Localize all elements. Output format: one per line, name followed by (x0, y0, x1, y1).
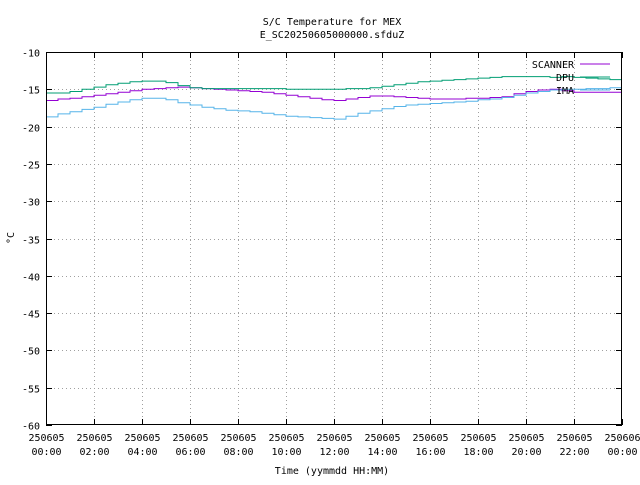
y-tick-label: -30 (22, 198, 40, 209)
y-tick-label: -20 (22, 124, 40, 135)
x-tick-label-date: 250605 (124, 433, 160, 444)
series-line-dpu (46, 76, 622, 94)
legend-label-dpu: DPU (556, 73, 574, 84)
x-tick-label-date: 250605 (172, 433, 208, 444)
x-axis-label: Time (yymmdd HH:MM) (275, 466, 389, 477)
y-tick-label: -25 (22, 161, 40, 172)
y-tick-label: -10 (22, 49, 40, 60)
chart-subtitle: E_SC20250605000000.sfduZ (260, 30, 405, 41)
y-tick-label: -50 (22, 347, 40, 358)
x-tick-label-date: 250605 (364, 433, 400, 444)
x-tick-label-time: 12:00 (319, 447, 349, 458)
x-tick-label-time: 00:00 (607, 447, 637, 458)
x-tick-label-date: 250605 (412, 433, 448, 444)
y-axis-label: °C (6, 232, 17, 244)
x-tick-label-time: 08:00 (223, 447, 253, 458)
x-tick-label-time: 18:00 (463, 447, 493, 458)
x-tick-label-date: 250605 (316, 433, 352, 444)
x-tick-label-date: 250605 (508, 433, 544, 444)
legend: SCANNER DPU IMA (532, 60, 610, 97)
x-tick-label-time: 04:00 (127, 447, 157, 458)
y-tick-label: -40 (22, 273, 40, 284)
x-tick-label-date: 250605 (556, 433, 592, 444)
x-tick-label-time: 06:00 (175, 447, 205, 458)
y-tick-labels: -10 -15 -20 -25 -30 -35 -40 -45 -50 -55 -60 (22, 49, 40, 433)
y-tick-label: -15 (22, 86, 40, 97)
legend-label-scanner: SCANNER (532, 60, 575, 71)
x-tick-label-time: 22:00 (559, 447, 589, 458)
x-tick-label-time: 00:00 (31, 447, 61, 458)
x-tick-label-time: 14:00 (367, 447, 397, 458)
x-tick-label-time: 20:00 (511, 447, 541, 458)
y-tick-label: -55 (22, 385, 40, 396)
x-tick-labels: 250605 00:00 250605 02:00 250605 04:00 250605 0… (28, 433, 640, 458)
x-tick-label-time: 10:00 (271, 447, 301, 458)
x-tick-label-date: 250605 (76, 433, 112, 444)
series-layer (46, 76, 622, 120)
grid-layer (46, 52, 622, 425)
x-tick-label-date: 250605 (268, 433, 304, 444)
y-tick-label: -45 (22, 310, 40, 321)
x-tick-label-time: 02:00 (79, 447, 109, 458)
x-tick-label-date: 250605 (28, 433, 64, 444)
chart-title: S/C Temperature for MEX (263, 17, 401, 28)
legend-label-ima: IMA (556, 86, 574, 97)
plot-frame (46, 52, 622, 425)
x-tick-label-date: 250606 (604, 433, 640, 444)
series-line-ima (46, 87, 622, 120)
y-tick-label: -35 (22, 236, 40, 247)
x-tick-label-time: 16:00 (415, 447, 445, 458)
x-tick-label-date: 250605 (220, 433, 256, 444)
x-tick-label-date: 250605 (460, 433, 496, 444)
y-tick-label: -60 (22, 422, 40, 433)
